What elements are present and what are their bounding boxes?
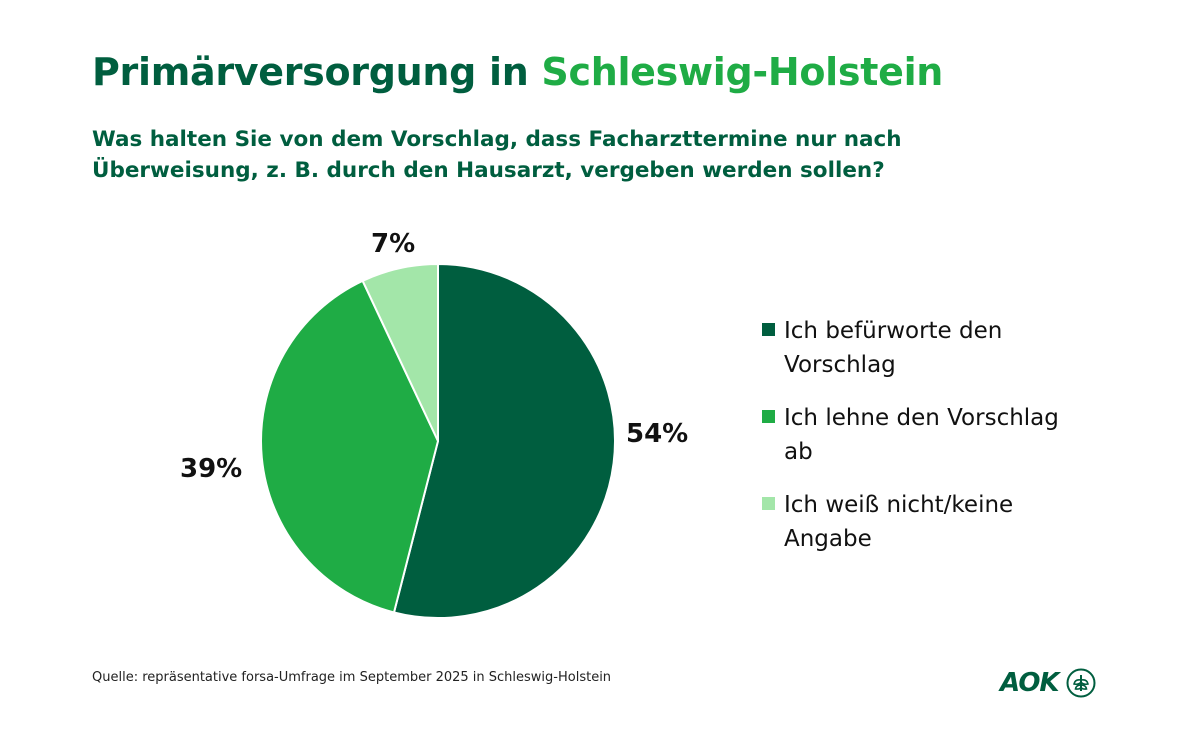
- chart-legend: Ich befürworte den Vorschlag Ich lehne d…: [762, 314, 1082, 575]
- tree-icon: [1066, 668, 1096, 698]
- legend-label: Ich lehne den Vorschlag ab: [784, 405, 1059, 465]
- source-note: Quelle: repräsentative forsa-Umfrage im …: [92, 670, 612, 685]
- pie-slice-weiss-nicht: [361, 263, 439, 442]
- legend-swatch: [762, 323, 775, 336]
- legend-item-weiss-nicht: Ich weiß nicht/keine Angabe: [762, 488, 1082, 556]
- data-label-lehne-ab: 39%: [180, 454, 243, 484]
- title-part-1: Primärversorgung in: [92, 50, 529, 94]
- pie-slice-befuerworte: [392, 263, 616, 619]
- data-label-befuerworte: 54%: [626, 419, 689, 449]
- chart-title: Primärversorgung in Schleswig-Holstein: [92, 50, 943, 94]
- aok-logo-text: AOK: [1000, 668, 1060, 698]
- pie-slice-lehne-ab: [260, 279, 439, 614]
- data-label-weiss-nicht: 7%: [371, 229, 416, 259]
- legend-item-befuerworte: Ich befürworte den Vorschlag: [762, 314, 1082, 382]
- legend-label: Ich weiß nicht/keine Angabe: [784, 492, 1014, 552]
- legend-item-lehne-ab: Ich lehne den Vorschlag ab: [762, 401, 1082, 469]
- legend-swatch: [762, 497, 775, 510]
- legend-swatch: [762, 410, 775, 423]
- title-part-2: Schleswig-Holstein: [541, 50, 944, 94]
- legend-label: Ich befürworte den Vorschlag: [784, 318, 1003, 378]
- chart-subtitle: Was halten Sie von dem Vorschlag, dass F…: [92, 127, 902, 183]
